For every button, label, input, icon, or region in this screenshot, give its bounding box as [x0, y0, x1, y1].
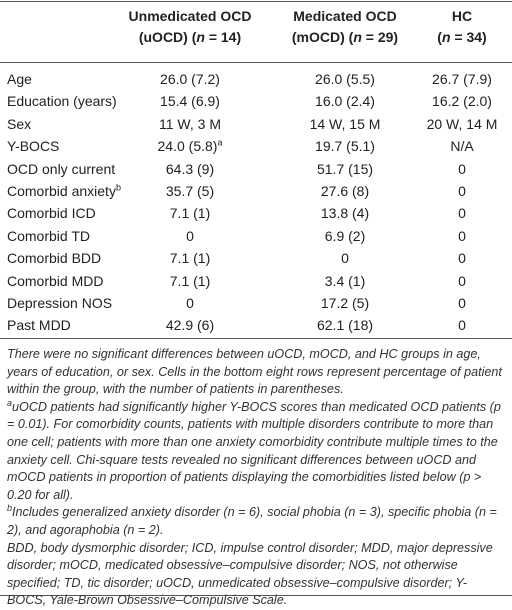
- row-label: Comorbid TD: [7, 227, 90, 244]
- table-cell: 16.2 (2.0): [432, 93, 492, 110]
- table-cell: 0: [186, 295, 194, 311]
- row-label: Comorbid MDD: [7, 272, 104, 289]
- cell-text: Comorbid anxiety: [7, 183, 116, 199]
- note-text: Includes generalized anxiety disorder (n…: [7, 505, 497, 537]
- header-text: = 14): [204, 29, 242, 45]
- table-cell: 0: [458, 250, 466, 267]
- header-text: n: [441, 29, 451, 45]
- table-cell: 14 W, 15 M: [309, 115, 381, 132]
- footnote-mark: a: [217, 137, 223, 148]
- table-cell: 0: [458, 317, 466, 334]
- header-text: (uOCD) (: [138, 29, 197, 45]
- table-cell: 7.1 (1): [169, 272, 211, 289]
- cell-text: 24.0 (5.8): [157, 138, 218, 155]
- table-cell: 0: [458, 227, 466, 244]
- row-label: Sex: [7, 115, 32, 132]
- row-label: Education (years): [7, 93, 117, 110]
- table-row: Comorbid MDD 7.1 (1) 3.4 (1) 0: [0, 271, 512, 293]
- table-row: Sex 11 W, 3 M 14 W, 15 M 20 W, 14 M: [0, 114, 512, 136]
- footnote-mark: b: [7, 503, 13, 514]
- table-row: Depression NOS 0 17.2 (5) 0: [0, 293, 512, 315]
- header-line: (uOCD) (n = 14): [129, 27, 252, 48]
- table-cell: 20 W, 14 M: [426, 115, 498, 132]
- row-label: Age: [7, 71, 32, 87]
- column-header: Unmedicated OCD (uOCD) (n = 14): [129, 6, 252, 48]
- table-row: Comorbid BDD 7.1 (1) 0 0: [0, 248, 512, 270]
- table-cell: 26.0 (7.2): [160, 71, 220, 87]
- table-row: Comorbid TD 0 6.9 (2) 0: [0, 226, 512, 248]
- row-label: Comorbid anxietyb: [7, 181, 121, 203]
- footnote-mark: a: [7, 397, 13, 408]
- header-line: (n = 34): [437, 27, 486, 48]
- table-cell: 62.1 (18): [316, 317, 374, 334]
- header-line: (mOCD) (n = 29): [292, 27, 398, 48]
- table-row: Education (years) 15.4 (6.9) 16.0 (2.4) 16.…: [0, 91, 512, 113]
- table-cell: 0: [458, 272, 466, 289]
- note: There were no significant differences be…: [7, 346, 505, 399]
- table-cell: 0: [458, 183, 466, 199]
- table-cell: 26.0 (5.5): [315, 71, 375, 87]
- table-notes: There were no significant differences be…: [7, 346, 505, 610]
- table-cell: 7.1 (1): [169, 205, 211, 222]
- note-text: uOCD patients had significantly higher Y…: [7, 399, 501, 502]
- note: auOCD patients had significantly higher …: [7, 397, 505, 505]
- header-text: = 29): [361, 29, 399, 45]
- table-cell: 51.7 (15): [316, 160, 374, 177]
- row-label: Y-BOCS: [7, 138, 60, 155]
- column-header: HC (n = 34): [437, 6, 486, 48]
- table-cell: 27.6 (8): [320, 183, 370, 199]
- note-text: BDD, body dysmorphic disorder; ICD, impu…: [7, 540, 493, 608]
- table-cell: 11 W, 3 M: [159, 115, 221, 132]
- body-rule: [0, 338, 512, 339]
- table-cell: 26.7 (7.9): [432, 71, 492, 87]
- table-cell: 13.8 (4): [320, 205, 370, 222]
- table-cell: N/A: [450, 138, 474, 155]
- header-rule: [0, 62, 512, 63]
- table-row: OCD only current 64.3 (9) 51.7 (15) 0: [0, 159, 512, 181]
- note-text: There were no significant differences be…: [7, 347, 502, 397]
- table-cell: 35.7 (5): [165, 183, 215, 199]
- table-cell: 16.0 (2.4): [315, 93, 375, 110]
- top-rule: [0, 1, 512, 2]
- table-cell: 0: [341, 250, 349, 267]
- table-cell: 17.2 (5): [320, 295, 370, 311]
- table-cell: 15.4 (6.9): [160, 93, 220, 110]
- row-label: Depression NOS: [7, 295, 113, 311]
- table-row: Comorbid anxietyb 35.7 (5) 27.6 (8) 0: [0, 181, 512, 203]
- header-text: = 34): [450, 29, 487, 45]
- table-cell: 42.9 (6): [165, 317, 215, 334]
- table-cell: 24.0 (5.8)a: [158, 136, 223, 158]
- table-cell: 19.7 (5.1): [315, 138, 375, 155]
- row-label: OCD only current: [7, 160, 116, 177]
- column-header: Medicated OCD (mOCD) (n = 29): [292, 6, 398, 48]
- row-label: Comorbid BDD: [7, 250, 102, 267]
- table-row: Age 26.0 (7.2) 26.0 (5.5) 26.7 (7.9): [0, 69, 512, 91]
- table-cell: 3.4 (1): [324, 272, 366, 289]
- table-row: Comorbid ICD 7.1 (1) 13.8 (4) 0: [0, 203, 512, 225]
- table-cell: 0: [458, 295, 466, 311]
- table-cell: 7.1 (1): [169, 250, 211, 267]
- header-line: Medicated OCD: [293, 8, 397, 24]
- header-text: (mOCD) (: [291, 29, 354, 45]
- table-cell: 6.9 (2): [324, 227, 366, 244]
- row-label: Past MDD: [7, 317, 71, 334]
- header-text: n: [353, 29, 362, 45]
- note: bIncludes generalized anxiety disorder (…: [7, 504, 505, 539]
- table-cell: 0: [458, 205, 466, 222]
- header-text: n: [196, 29, 205, 45]
- row-label: Comorbid ICD: [7, 205, 96, 222]
- table-cell: 0: [458, 160, 466, 177]
- header-line: Unmedicated OCD: [128, 8, 252, 24]
- table-cell: 64.3 (9): [165, 160, 215, 177]
- footnote-mark: b: [115, 182, 121, 193]
- table-cell: 0: [186, 227, 194, 244]
- note: BDD, body dysmorphic disorder; ICD, impu…: [7, 540, 505, 610]
- table-row: Y-BOCS 24.0 (5.8)a 19.7 (5.1) N/A: [0, 136, 512, 158]
- bottom-rule: [0, 595, 512, 596]
- table-row: Past MDD 42.9 (6) 62.1 (18) 0: [0, 315, 512, 337]
- header-line: HC: [451, 8, 473, 24]
- header-text: (: [437, 29, 442, 45]
